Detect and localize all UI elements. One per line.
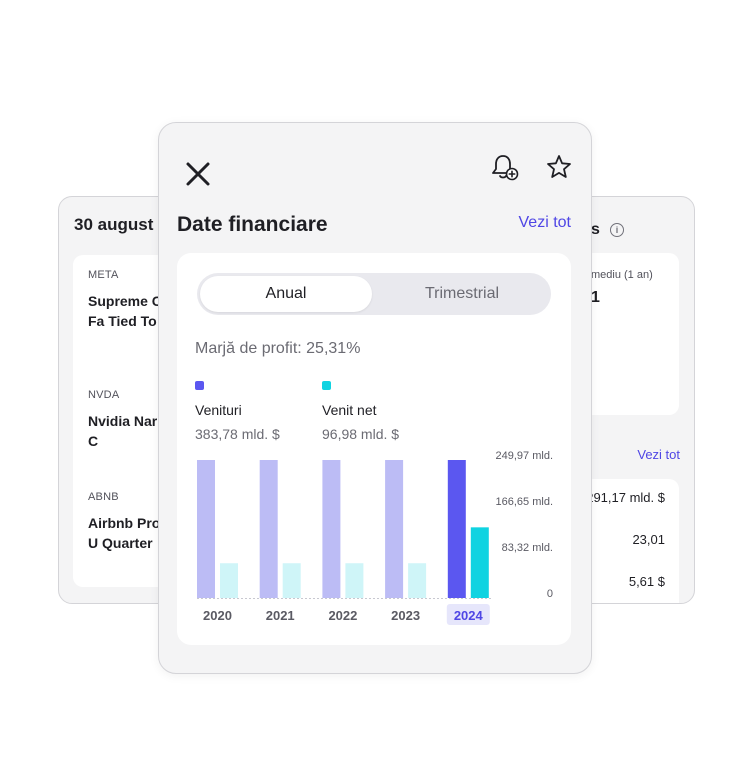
x-tick-label[interactable]: 2022 bbox=[328, 608, 357, 623]
bell-add-icon[interactable] bbox=[491, 153, 519, 183]
tab-annual[interactable]: Anual bbox=[200, 276, 372, 312]
stats-value: 1 bbox=[591, 289, 600, 306]
legend-value: 96,98 mld. $ bbox=[322, 426, 400, 442]
legend-swatch bbox=[322, 381, 331, 390]
stats-row-value: 291,17 mld. $ bbox=[586, 490, 665, 505]
chart-panel: Anual Trimestrial Marjă de profit: 25,31… bbox=[177, 253, 571, 645]
financial-data-card: Date financiare Vezi tot Anual Trimestri… bbox=[158, 122, 592, 674]
y-tick-label: 83,32 mld. bbox=[502, 542, 553, 554]
period-toggle: Anual Trimestrial bbox=[197, 273, 551, 315]
stats-title: s bbox=[591, 221, 600, 238]
close-icon[interactable] bbox=[183, 159, 213, 189]
stats-row-value: 5,61 $ bbox=[628, 574, 665, 589]
bar-revenue[interactable] bbox=[259, 460, 278, 598]
profit-margin: Marjă de profit: 25,31% bbox=[195, 340, 361, 357]
news-ticker: META bbox=[88, 269, 119, 281]
see-all-link[interactable]: Vezi tot bbox=[518, 214, 571, 231]
y-tick-label: 0 bbox=[547, 588, 553, 600]
bar-net-income[interactable] bbox=[345, 563, 364, 598]
stats-row-value: 23,01 bbox=[632, 532, 665, 547]
x-tick-label[interactable]: 2020 bbox=[203, 608, 232, 623]
bar-revenue[interactable] bbox=[322, 460, 341, 598]
bar-net-income[interactable] bbox=[408, 563, 427, 598]
news-ticker: NVDA bbox=[88, 389, 120, 401]
tab-quarterly[interactable]: Trimestrial bbox=[424, 285, 500, 302]
news-date: 30 august bbox=[74, 215, 154, 234]
legend-value: 383,78 mld. $ bbox=[195, 426, 280, 442]
x-tick-highlight bbox=[446, 604, 490, 625]
x-tick-label[interactable]: 2021 bbox=[266, 608, 295, 623]
x-tick-label[interactable]: 2023 bbox=[391, 608, 420, 623]
news-ticker: ABNB bbox=[88, 491, 119, 503]
y-tick-label: 166,65 mld. bbox=[496, 496, 553, 508]
legend-swatch bbox=[195, 381, 204, 390]
stats-label: mediu (1 an) bbox=[591, 269, 653, 281]
bar-net-income[interactable] bbox=[470, 527, 489, 598]
x-tick-label[interactable]: 2024 bbox=[454, 608, 484, 623]
bar-net-income[interactable] bbox=[282, 563, 301, 598]
bar-chart: 2020 2021 2022 2023 2024 249,97 mld. 166,65 ml… bbox=[197, 450, 553, 625]
bar-revenue[interactable] bbox=[385, 460, 404, 598]
section-title: Date financiare bbox=[177, 213, 328, 236]
bar-revenue[interactable] bbox=[447, 460, 466, 598]
legend-name: Venit net bbox=[322, 402, 377, 418]
legend-item-net-income: Venit net 96,98 mld. $ bbox=[322, 381, 399, 442]
star-icon[interactable] bbox=[545, 153, 573, 181]
legend-name: Venituri bbox=[195, 402, 242, 418]
bar-net-income[interactable] bbox=[220, 563, 238, 598]
legend-item-revenue: Venituri 383,78 mld. $ bbox=[195, 381, 280, 442]
bar-revenue[interactable] bbox=[197, 460, 215, 598]
info-icon[interactable]: i bbox=[610, 223, 624, 237]
see-all-link[interactable]: Vezi tot bbox=[637, 447, 680, 462]
y-tick-label: 249,97 mld. bbox=[496, 450, 553, 462]
